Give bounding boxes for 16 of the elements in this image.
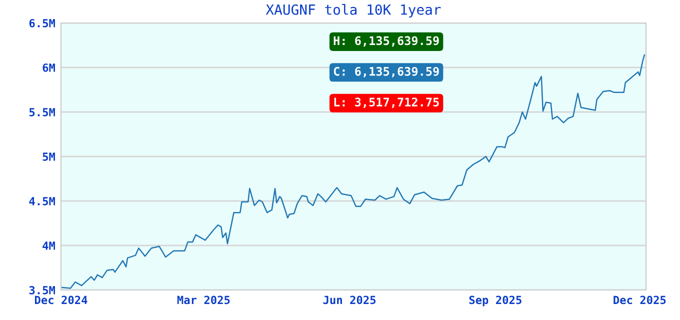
y-tick-label: 4M	[42, 242, 55, 250]
x-tick-label: Mar 2025	[177, 296, 230, 304]
y-tick-label: 4.5M	[29, 197, 55, 206]
x-tick-label: Dec 2024	[34, 296, 88, 304]
chart-title: XAUGNF tola 10K 1year	[266, 4, 441, 18]
y-tick-label: 5.5M	[29, 108, 55, 116]
x-tick-label: Jun 2025	[323, 296, 376, 304]
y-tick-label: 6.5M	[29, 18, 55, 28]
y-tick-label: 6M	[42, 63, 55, 72]
annotation: C: 6,135,639.59	[334, 66, 439, 78]
annotation: L: 3,517,712.75	[334, 98, 439, 108]
y-tick-label: 3.5M	[29, 286, 55, 294]
y-tick-label: 5M	[42, 152, 55, 161]
annotation: H: 6,135,639.59	[334, 36, 439, 47]
x-tick-label: Dec 2025	[614, 296, 666, 304]
x-tick-label: Sep 2025	[469, 296, 522, 306]
